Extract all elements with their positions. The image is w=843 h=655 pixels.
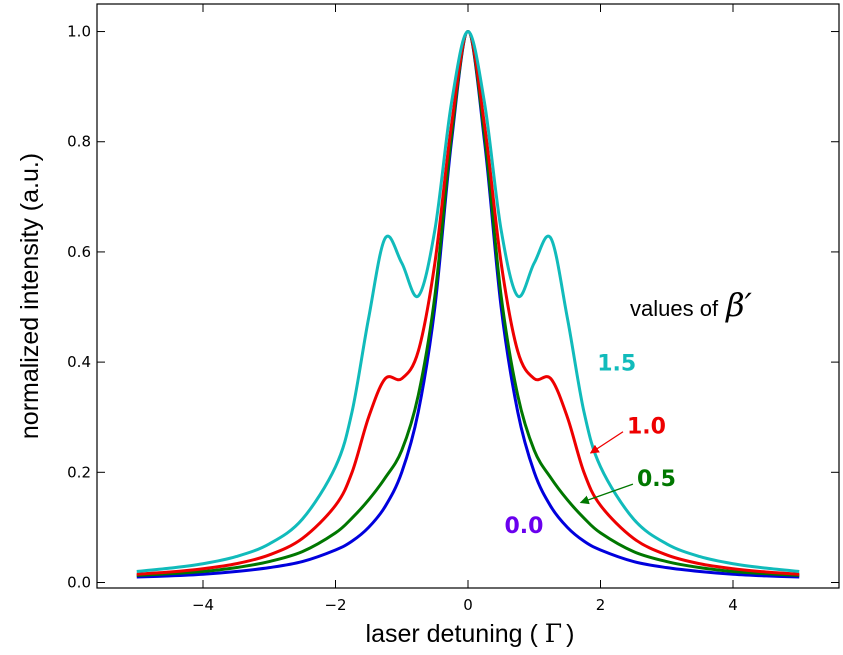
legend-title: values of β′ xyxy=(630,286,753,324)
y-tick-label: 0.4 xyxy=(67,353,91,371)
series-line-1-5 xyxy=(136,30,800,573)
y-tick-label: 0.0 xyxy=(67,573,91,591)
series-lines xyxy=(136,30,800,579)
y-tick-label: 0.2 xyxy=(67,463,91,481)
y-axis-ticks: 0.0 0.2 0.4 0.6 0.8 1.0 xyxy=(67,23,839,591)
x-tick-label: 2 xyxy=(596,596,606,614)
series-annotations: 1.5 1.0 0.5 0.0 xyxy=(504,351,675,539)
series-label-0-0: 0.0 xyxy=(504,514,543,539)
series-label-1-0: 1.0 xyxy=(627,415,666,440)
x-tick-label: −2 xyxy=(324,596,346,614)
x-axis-ticks: −4 −2 0 2 4 xyxy=(192,4,738,614)
y-tick-label: 0.8 xyxy=(67,133,91,151)
annotation-arrow xyxy=(589,431,624,454)
x-tick-label: 0 xyxy=(463,596,473,614)
series-label-1-5: 1.5 xyxy=(597,351,636,376)
y-axis-label: normalized intensity (a.u.) xyxy=(16,153,44,439)
y-tick-label: 1.0 xyxy=(67,23,91,41)
series-label-0-5: 0.5 xyxy=(637,467,676,492)
x-tick-label: 4 xyxy=(728,596,738,614)
x-axis-label: laser detuning ( Γ) xyxy=(366,619,575,648)
y-tick-label: 0.6 xyxy=(67,243,91,261)
annotation-arrow xyxy=(579,483,634,505)
x-tick-label: −4 xyxy=(192,596,214,614)
